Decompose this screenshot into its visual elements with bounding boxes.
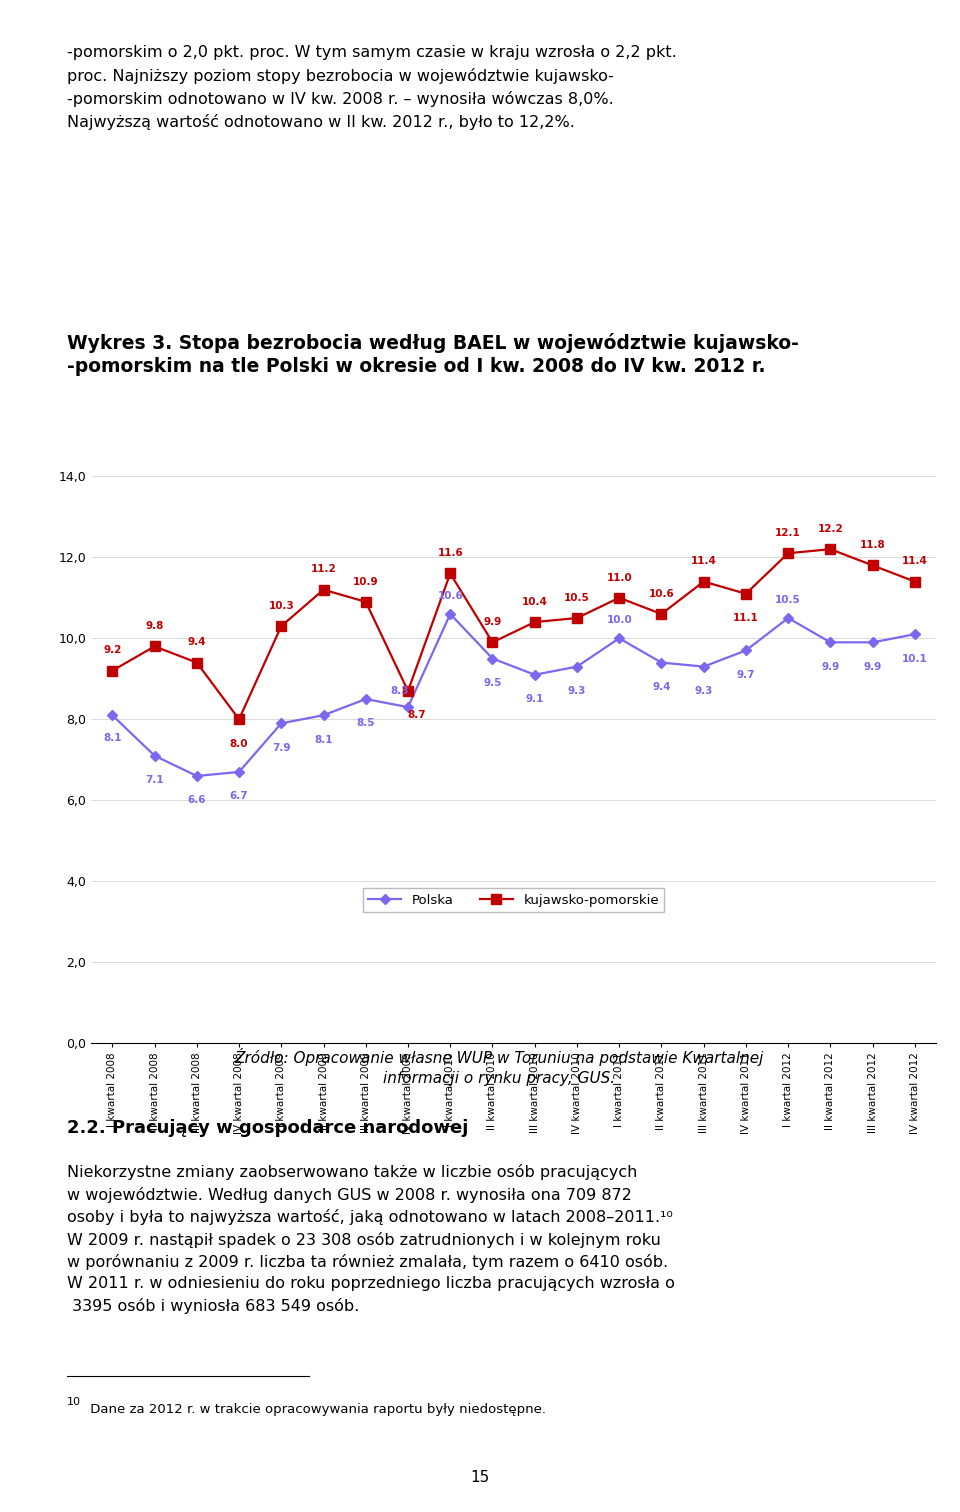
Text: 10.5: 10.5: [564, 593, 589, 603]
Text: Niekorzystne zmiany zaobserwowano także w liczbie osób pracujących
w województwi: Niekorzystne zmiany zaobserwowano także …: [67, 1164, 675, 1314]
Text: 9.9: 9.9: [483, 617, 502, 627]
Text: 15: 15: [470, 1471, 490, 1485]
Text: 11.6: 11.6: [438, 549, 463, 558]
Text: 12.1: 12.1: [776, 528, 801, 538]
Text: 11.2: 11.2: [311, 564, 336, 575]
Text: 8.0: 8.0: [229, 738, 249, 748]
Text: 9.4: 9.4: [187, 638, 206, 647]
Text: 10.4: 10.4: [522, 597, 547, 606]
Text: 9.9: 9.9: [821, 662, 840, 671]
Text: 11.4: 11.4: [691, 556, 716, 567]
Text: 11.1: 11.1: [733, 612, 758, 623]
Text: 8.1: 8.1: [314, 735, 333, 744]
Text: 9.8: 9.8: [145, 621, 164, 631]
Text: Źródło: Opracowanie własne WUP w Toruniu na podstawie Kwartalnej
informacji o ry: Źródło: Opracowanie własne WUP w Toruniu…: [234, 1048, 764, 1086]
Text: 10.0: 10.0: [607, 615, 632, 624]
Text: 6.7: 6.7: [229, 791, 249, 801]
Text: 10.6: 10.6: [438, 591, 463, 600]
Text: 11.8: 11.8: [860, 540, 885, 550]
Text: 9.3: 9.3: [567, 686, 587, 696]
Text: 8.3: 8.3: [391, 686, 409, 696]
Text: 8.5: 8.5: [356, 718, 375, 729]
Text: 10.6: 10.6: [649, 588, 674, 599]
Text: 10: 10: [67, 1397, 82, 1408]
Text: 8.7: 8.7: [407, 711, 426, 720]
Text: Dane za 2012 r. w trakcie opracowywania raportu były niedostępne.: Dane za 2012 r. w trakcie opracowywania …: [86, 1403, 546, 1415]
Text: 9.9: 9.9: [863, 662, 882, 671]
Legend: Polska, kujawsko-pomorskie: Polska, kujawsko-pomorskie: [363, 889, 664, 912]
Text: 9.5: 9.5: [483, 677, 502, 688]
Text: 11.0: 11.0: [607, 573, 632, 582]
Text: 10.9: 10.9: [353, 576, 378, 587]
Text: 9.2: 9.2: [103, 646, 122, 655]
Text: 6.6: 6.6: [187, 795, 206, 806]
Text: 2.2. Pracujący w gospodarce narodowej: 2.2. Pracujący w gospodarce narodowej: [67, 1119, 468, 1137]
Text: -pomorskim o 2,0 pkt. proc. W tym samym czasie w kraju wzrosła o 2,2 pkt.
proc. : -pomorskim o 2,0 pkt. proc. W tym samym …: [67, 45, 677, 130]
Text: 7.1: 7.1: [145, 776, 164, 785]
Text: 9.4: 9.4: [652, 682, 671, 692]
Text: 10.1: 10.1: [902, 653, 927, 664]
Text: 8.1: 8.1: [103, 732, 122, 742]
Text: 10.5: 10.5: [776, 594, 801, 605]
Text: 9.1: 9.1: [525, 694, 544, 705]
Text: Wykres 3. Stopa bezrobocia według BAEL w województwie kujawsko-
-pomorskim na tl: Wykres 3. Stopa bezrobocia według BAEL w…: [67, 333, 799, 376]
Text: 10.3: 10.3: [269, 600, 294, 611]
Text: 9.7: 9.7: [736, 670, 756, 680]
Text: 7.9: 7.9: [272, 742, 291, 753]
Text: 12.2: 12.2: [818, 525, 843, 534]
Text: 11.4: 11.4: [902, 556, 927, 567]
Text: 9.3: 9.3: [694, 686, 713, 696]
